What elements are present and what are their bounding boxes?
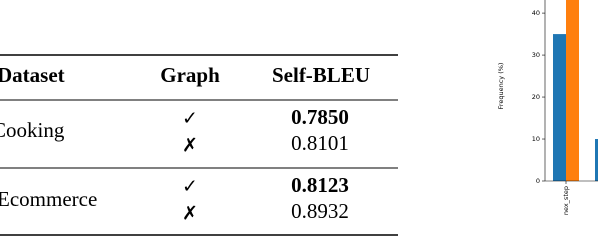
- chart: Frequency (%) 0 10 20 30 40 nex_step: [497, 0, 598, 215]
- score-cell: 0.8101: [291, 131, 349, 155]
- score-cell: 0.8123: [291, 173, 349, 197]
- dataset-cell: Cooking: [0, 118, 65, 142]
- y-axis-label: Frequency (%): [497, 63, 505, 110]
- graph-cell: ✗: [182, 135, 198, 157]
- graph-cell: ✓: [182, 176, 198, 198]
- y-tick-label: 40: [532, 9, 540, 17]
- graph-cell: ✗: [182, 203, 198, 225]
- y-tick-label: 30: [532, 51, 540, 59]
- score-cell: 0.8932: [291, 199, 349, 223]
- header-cell: Self-BLEU: [272, 63, 370, 87]
- y-tick-label: 0: [536, 177, 540, 185]
- y-tick-label: 20: [532, 93, 540, 101]
- header-cell: Graph: [160, 63, 220, 87]
- y-tick-label: 10: [532, 135, 540, 143]
- graph-cell: ✓: [182, 108, 198, 130]
- bar: [553, 34, 566, 182]
- bar: [566, 0, 579, 181]
- dataset-cell: Ecommerce: [0, 187, 97, 211]
- bar: [595, 139, 598, 181]
- score-cell: 0.7850: [291, 105, 349, 129]
- x-tick-label: nex_step: [562, 186, 570, 215]
- header-cell: Dataset: [0, 63, 65, 87]
